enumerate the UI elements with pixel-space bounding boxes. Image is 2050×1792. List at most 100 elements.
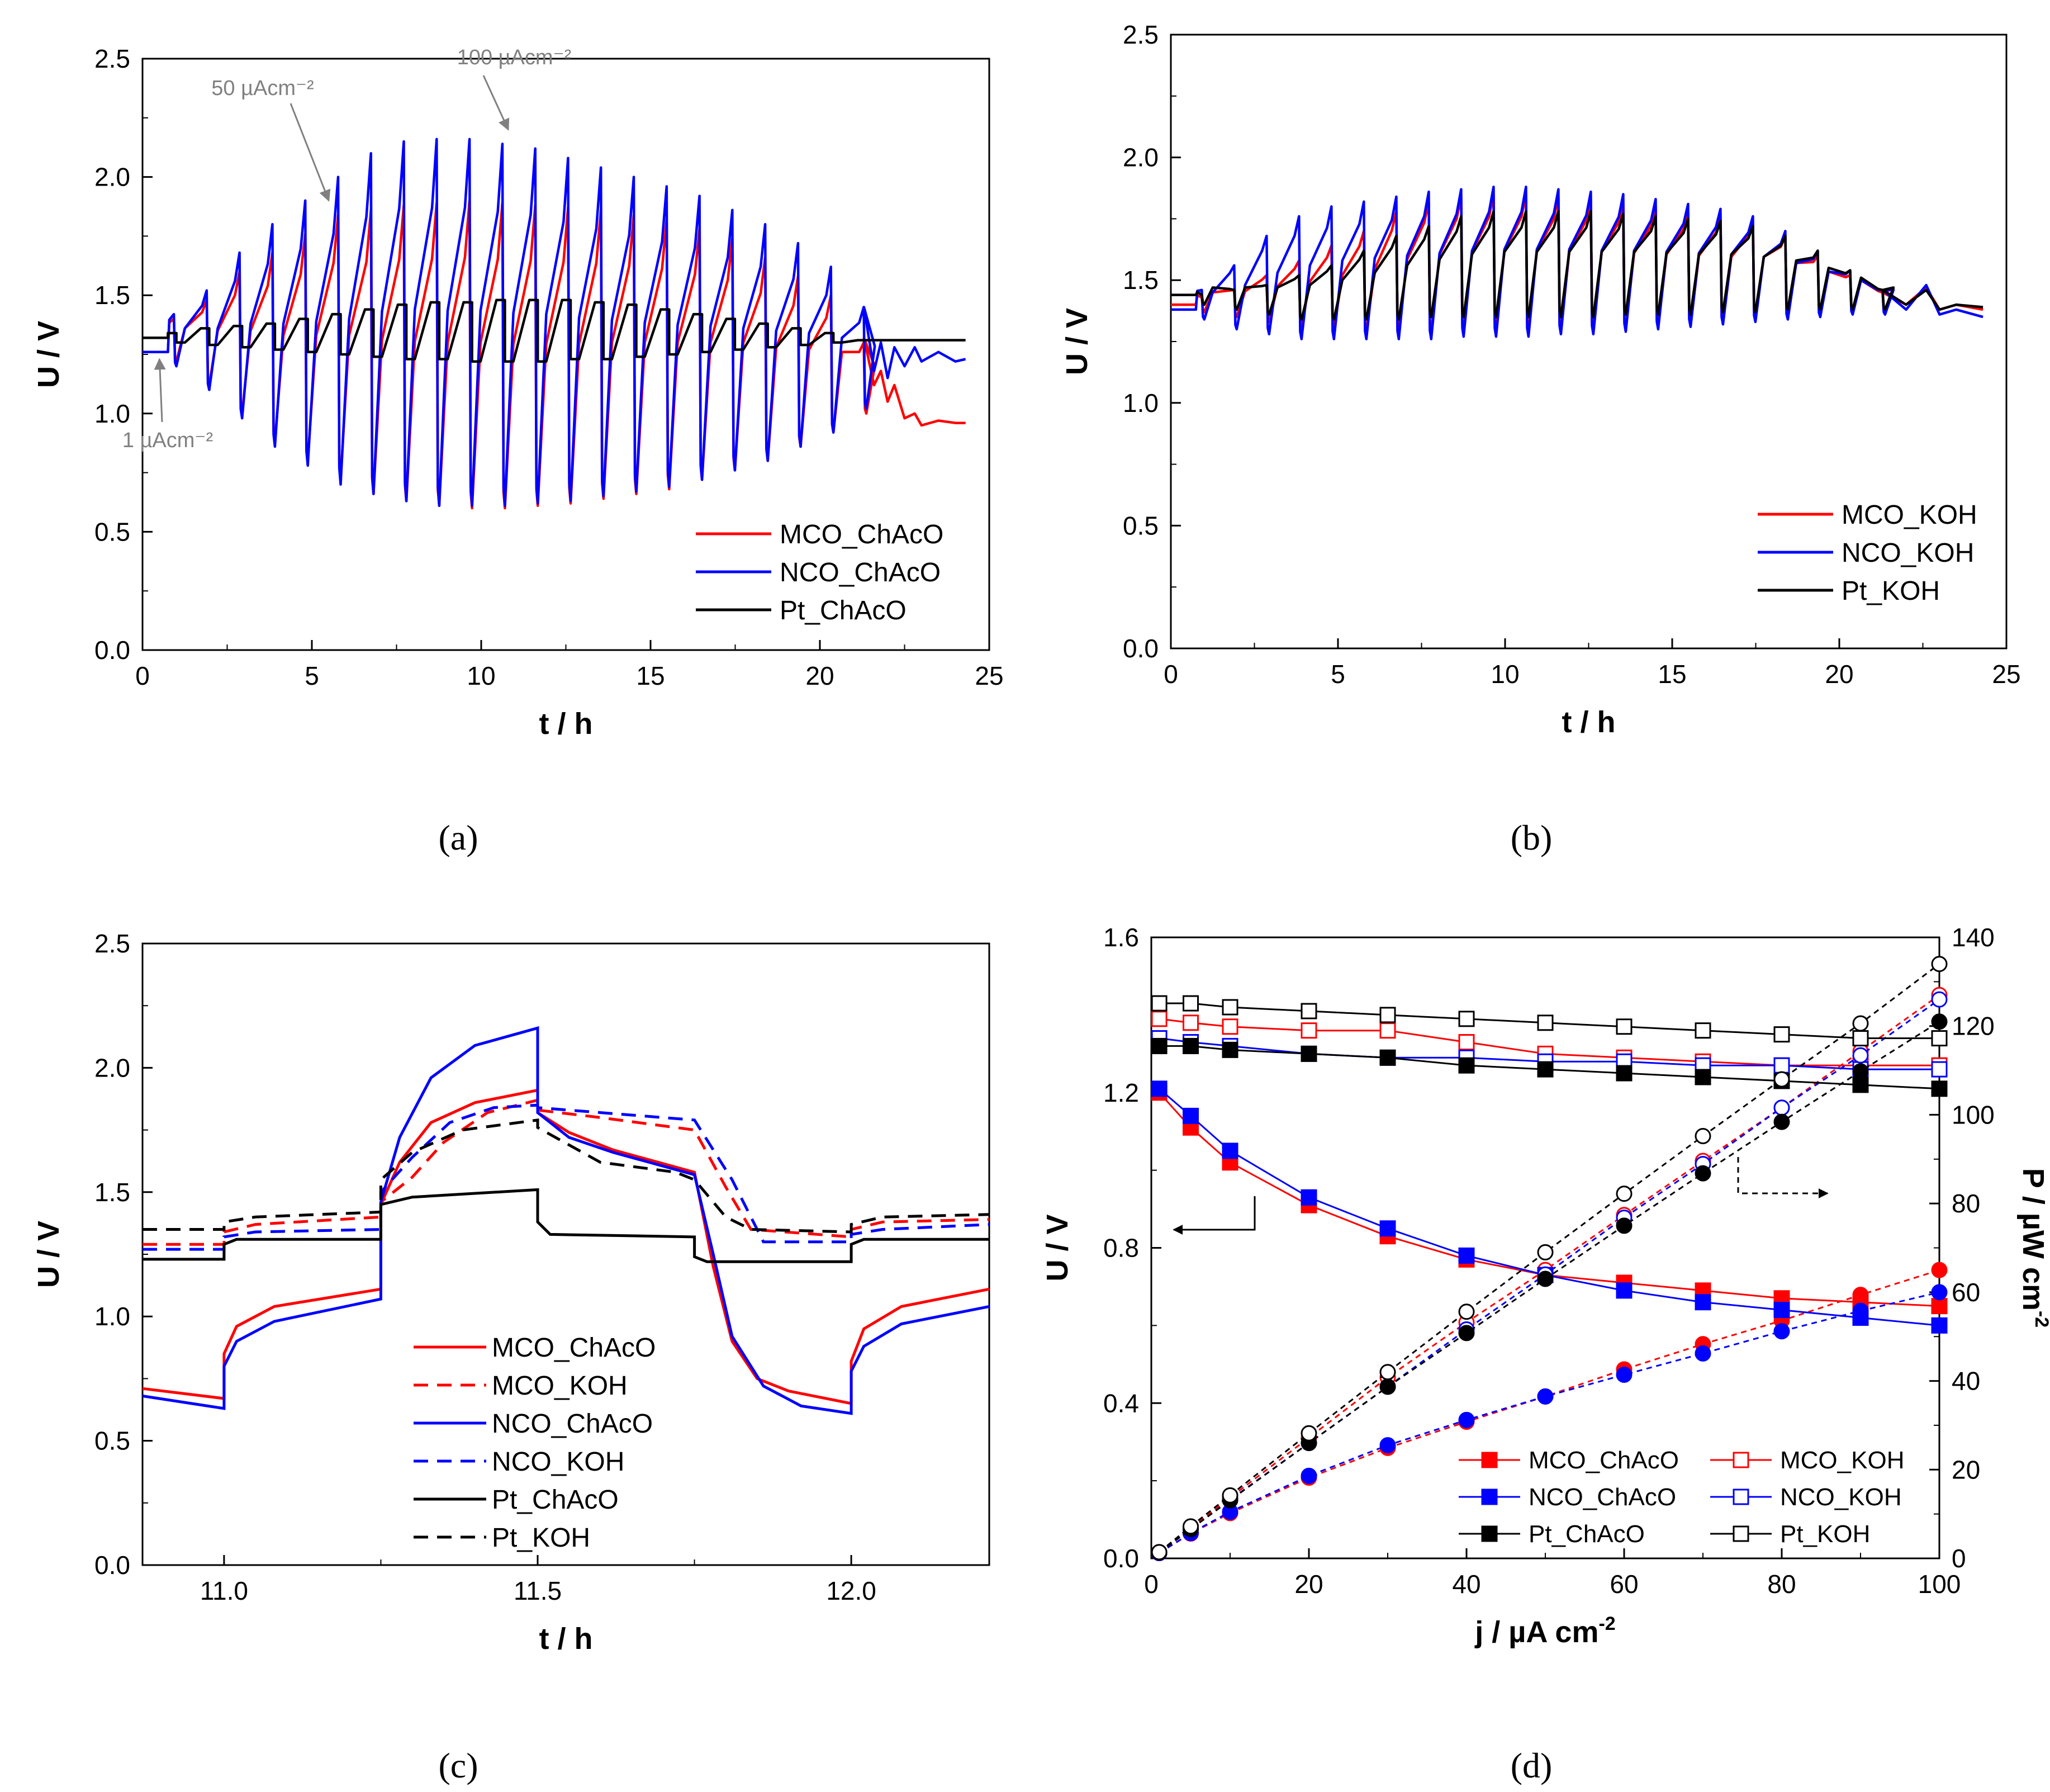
u-point bbox=[1301, 1189, 1317, 1206]
series-line-MCO_ChAcO bbox=[143, 199, 966, 510]
u-point bbox=[1458, 1057, 1475, 1074]
u-point bbox=[1852, 1030, 1869, 1047]
u-point bbox=[1301, 1045, 1317, 1062]
legend-marker bbox=[1481, 1488, 1498, 1505]
x-tick-label: 10 bbox=[1491, 660, 1519, 689]
x-tick-label: 15 bbox=[1658, 660, 1686, 689]
y2-tick-label: 20 bbox=[1952, 1455, 1980, 1484]
x-tick-label: 25 bbox=[1992, 660, 2020, 689]
u-point bbox=[1773, 1026, 1790, 1043]
u-point bbox=[1616, 1282, 1633, 1299]
u-point bbox=[1616, 1065, 1633, 1082]
y-axis-label: U / V bbox=[1060, 308, 1094, 375]
series-Pt_ChAcO bbox=[1151, 1013, 1948, 1561]
legend-label: Pt_ChAcO bbox=[1529, 1520, 1645, 1548]
p-point bbox=[1537, 1244, 1554, 1260]
y-tick-label: 2.0 bbox=[1123, 143, 1159, 172]
u-point bbox=[1222, 1041, 1238, 1058]
series-line-Pt_KOH-dashed bbox=[143, 1118, 990, 1234]
legend-label: Pt_KOH bbox=[1842, 576, 1940, 606]
u-point bbox=[1458, 1011, 1475, 1027]
x-tick-label: 20 bbox=[805, 661, 834, 690]
x-axis-label: t / h bbox=[1562, 705, 1616, 739]
y-tick-label: 1.6 bbox=[1103, 923, 1139, 952]
u-point bbox=[1458, 1247, 1475, 1264]
p-point bbox=[1616, 1186, 1633, 1202]
left-axis-arrow bbox=[1173, 1196, 1256, 1235]
p-point bbox=[1931, 1262, 1948, 1278]
x-tick-label: 0 bbox=[1164, 660, 1178, 689]
u-point bbox=[1458, 1034, 1475, 1050]
legend-label: NCO_ChAcO bbox=[492, 1409, 653, 1439]
y-tick-label: 1.5 bbox=[94, 281, 130, 310]
p-point bbox=[1458, 1325, 1475, 1341]
series-NCO_ChAcO bbox=[1151, 1080, 1948, 1561]
legend-label: MCO_KOH bbox=[1780, 1447, 1904, 1474]
y-tick-label: 1.5 bbox=[94, 1178, 130, 1207]
y2-tick-label: 100 bbox=[1952, 1100, 1995, 1129]
p-point bbox=[1695, 1345, 1711, 1362]
annotation-label: 100 µAcm⁻² bbox=[457, 46, 572, 69]
u-point bbox=[1537, 1014, 1554, 1031]
p-point bbox=[1931, 991, 1948, 1008]
y2-tick-label: 60 bbox=[1952, 1278, 1980, 1307]
p-line bbox=[1159, 1021, 1940, 1553]
y-tick-label: 1.5 bbox=[1123, 266, 1159, 295]
y2-axis-label: P / µW cm-2 bbox=[2016, 1168, 2050, 1328]
y-tick-label: 0.5 bbox=[94, 517, 130, 546]
u-point bbox=[1379, 1007, 1396, 1023]
p-point bbox=[1852, 1287, 1869, 1303]
u-line bbox=[1159, 1088, 1940, 1326]
series-Pt_KOH bbox=[1151, 956, 1948, 1561]
legend-label: NCO_KOH bbox=[1842, 538, 1974, 568]
x-axis-label: t / h bbox=[539, 1622, 593, 1656]
x-tick-label: 10 bbox=[467, 661, 495, 690]
y2-tick-label: 120 bbox=[1952, 1012, 1995, 1041]
y-tick-label: 2.5 bbox=[1123, 20, 1159, 49]
y-tick-label: 2.5 bbox=[94, 929, 130, 958]
series-line-NCO_ChAcO-solid bbox=[142, 1026, 990, 1415]
u-point bbox=[1301, 1022, 1317, 1039]
p-point bbox=[1695, 1128, 1711, 1145]
legend-label: MCO_ChAcO bbox=[780, 520, 943, 549]
x-tick-label: 0 bbox=[135, 661, 150, 690]
panel-label-b: (b) bbox=[1511, 818, 1553, 857]
series-line-Pt_ChAcO bbox=[143, 298, 966, 363]
x-tick-label: 12.0 bbox=[826, 1576, 876, 1605]
x-tick-label: 11.0 bbox=[200, 1576, 248, 1605]
y-tick-label: 2.0 bbox=[94, 1053, 130, 1082]
legend-label: NCO_KOH bbox=[1780, 1483, 1902, 1511]
annotations: 1 µAcm⁻² 50 µAcm⁻² 100 µAcm⁻² bbox=[122, 46, 571, 452]
y-tick-label: 2.0 bbox=[94, 163, 130, 192]
legend-label: MCO_KOH bbox=[1842, 500, 1977, 530]
u-point bbox=[1852, 1077, 1869, 1093]
panel-label-c: (c) bbox=[438, 1746, 478, 1785]
u-point bbox=[1931, 1030, 1948, 1047]
legend-marker bbox=[1733, 1452, 1749, 1468]
y-tick-label: 0.5 bbox=[94, 1426, 130, 1456]
series-line-MCO_KOH bbox=[1171, 193, 1983, 333]
p-point bbox=[1773, 1113, 1790, 1130]
p-line bbox=[1159, 1291, 1940, 1554]
legend-label: MCO_ChAcO bbox=[1529, 1447, 1679, 1474]
u-point bbox=[1773, 1057, 1790, 1074]
legend-label: Pt_ChAcO bbox=[492, 1485, 619, 1515]
y-tick-label: 1.0 bbox=[94, 1302, 130, 1331]
annotation-arrow bbox=[290, 103, 331, 202]
u-point bbox=[1695, 1022, 1711, 1039]
u-point bbox=[1773, 1302, 1790, 1319]
x-tick-label: 80 bbox=[1767, 1570, 1796, 1599]
u-point bbox=[1222, 1142, 1238, 1159]
y-tick-label: 0.0 bbox=[1103, 1544, 1139, 1573]
p-point bbox=[1931, 1013, 1948, 1030]
x-tick-label: 60 bbox=[1610, 1570, 1638, 1599]
x-tick-label: 20 bbox=[1825, 660, 1853, 689]
panel-label-d: (d) bbox=[1511, 1746, 1553, 1785]
p-point bbox=[1773, 1099, 1790, 1116]
legend-label: Pt_KOH bbox=[492, 1523, 590, 1553]
u-point bbox=[1151, 1080, 1168, 1097]
legend: MCO_ChAcO NCO_ChAcO Pt_ChAcO bbox=[696, 520, 943, 625]
u-point bbox=[1151, 995, 1168, 1012]
legend-label: Pt_ChAcO bbox=[780, 596, 907, 625]
